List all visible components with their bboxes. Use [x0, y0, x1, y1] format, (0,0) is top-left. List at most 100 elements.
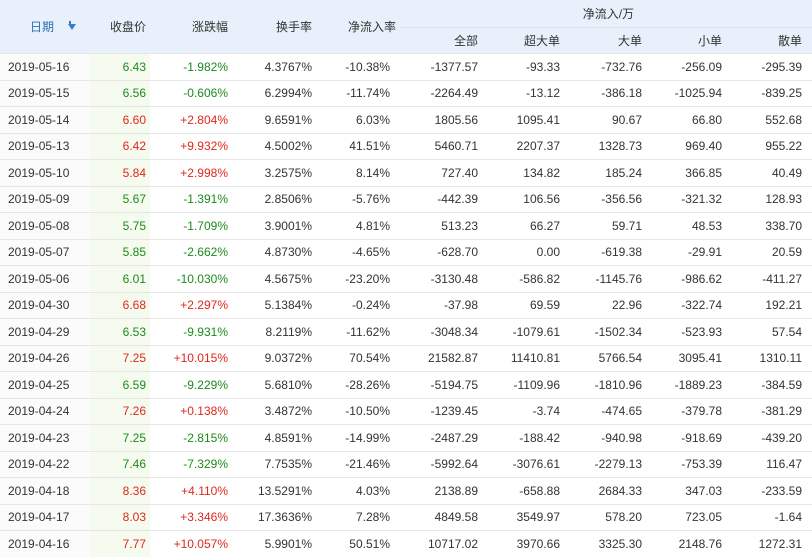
row-date: 2019-04-25	[0, 371, 90, 398]
header-date[interactable]: 日期	[0, 0, 90, 54]
row-date: 2019-04-16	[0, 530, 90, 557]
header-turnover[interactable]: 换手率	[238, 0, 322, 54]
row-all: 2138.89	[400, 477, 488, 504]
row-net-rate: -23.20%	[322, 265, 400, 292]
row-all: -628.70	[400, 238, 488, 266]
row-small: 66.80	[652, 106, 732, 133]
row-retail: 116.47	[732, 450, 812, 478]
row-retail: 192.21	[732, 291, 812, 319]
row-change: +2.998%	[150, 159, 238, 186]
row-close: 6.56	[90, 79, 150, 107]
table-row: 2019-04-17 8.03 +3.346% 17.3636% 7.28% 4849.5…	[0, 503, 812, 531]
row-small: 3095.41	[652, 344, 732, 372]
row-large: -732.76	[570, 53, 652, 80]
row-change: -1.982%	[150, 53, 238, 80]
header-super-large[interactable]: 超大单	[488, 27, 570, 54]
row-net-rate: 4.81%	[322, 212, 400, 239]
header-small[interactable]: 小单	[652, 27, 732, 54]
table-row: 2019-05-07 5.85 -2.662% 4.8730% -4.65% -628.7…	[0, 238, 812, 266]
row-large: 185.24	[570, 159, 652, 186]
row-turnover: 5.9901%	[238, 530, 322, 557]
row-small: 2148.76	[652, 530, 732, 557]
row-close: 6.43	[90, 53, 150, 80]
row-turnover: 3.4872%	[238, 397, 322, 425]
row-retail: 1310.11	[732, 344, 812, 372]
row-turnover: 6.2994%	[238, 79, 322, 107]
row-close: 6.59	[90, 371, 150, 398]
row-small: 347.03	[652, 477, 732, 504]
row-large: -1502.34	[570, 318, 652, 345]
row-super-large: -658.88	[488, 477, 570, 504]
row-large: 3325.30	[570, 530, 652, 557]
row-retail: 955.22	[732, 132, 812, 160]
row-change: -10.030%	[150, 265, 238, 292]
table-row: 2019-04-26 7.25 +10.015% 9.0372% 70.54% 21582…	[0, 344, 812, 372]
row-change: -2.815%	[150, 424, 238, 451]
row-retail: -381.29	[732, 397, 812, 425]
row-all: -2264.49	[400, 79, 488, 107]
row-net-rate: 7.28%	[322, 503, 400, 531]
row-super-large: -3076.61	[488, 450, 570, 478]
row-date: 2019-04-18	[0, 477, 90, 504]
row-super-large: 0.00	[488, 238, 570, 266]
row-super-large: 134.82	[488, 159, 570, 186]
row-retail: -411.27	[732, 265, 812, 292]
table-row: 2019-05-16 6.43 -1.982% 4.3767% -10.38% -1377…	[0, 53, 812, 80]
row-date: 2019-05-07	[0, 238, 90, 266]
row-small: 48.53	[652, 212, 732, 239]
row-large: -619.38	[570, 238, 652, 266]
header-date-label: 日期	[30, 20, 55, 34]
row-net-rate: -0.24%	[322, 291, 400, 319]
row-net-rate: -4.65%	[322, 238, 400, 266]
header-retail[interactable]: 散单	[732, 27, 812, 54]
header-large[interactable]: 大单	[570, 27, 652, 54]
row-large: -386.18	[570, 79, 652, 107]
row-date: 2019-05-10	[0, 159, 90, 186]
row-date: 2019-05-06	[0, 265, 90, 292]
table-row: 2019-05-09 5.67 -1.391% 2.8506% -5.76% -442.3…	[0, 185, 812, 213]
row-small: -379.78	[652, 397, 732, 425]
row-close: 5.75	[90, 212, 150, 239]
row-small: -523.93	[652, 318, 732, 345]
row-change: +3.346%	[150, 503, 238, 531]
row-small: -1889.23	[652, 371, 732, 398]
row-large: 2684.33	[570, 477, 652, 504]
row-all: 21582.87	[400, 344, 488, 372]
header-change[interactable]: 涨跌幅	[150, 0, 238, 54]
row-all: 1805.56	[400, 106, 488, 133]
row-turnover: 4.5675%	[238, 265, 322, 292]
header-all[interactable]: 全部	[400, 27, 488, 54]
row-super-large: -1079.61	[488, 318, 570, 345]
row-small: -321.32	[652, 185, 732, 213]
table-row: 2019-04-29 6.53 -9.931% 8.2119% -11.62% -3048…	[0, 318, 812, 345]
row-change: -1.709%	[150, 212, 238, 239]
row-large: 5766.54	[570, 344, 652, 372]
row-close: 7.77	[90, 530, 150, 557]
table-row: 2019-05-06 6.01 -10.030% 4.5675% -23.20% -313…	[0, 265, 812, 292]
row-change: -1.391%	[150, 185, 238, 213]
row-large: -1145.76	[570, 265, 652, 292]
header-net-rate[interactable]: 净流入率	[322, 0, 400, 54]
row-all: -3130.48	[400, 265, 488, 292]
table-row: 2019-04-25 6.59 -9.229% 5.6810% -28.26% -5194…	[0, 371, 812, 398]
row-close: 6.60	[90, 106, 150, 133]
row-all: -37.98	[400, 291, 488, 319]
row-small: -1025.94	[652, 79, 732, 107]
row-net-rate: -14.99%	[322, 424, 400, 451]
row-all: 10717.02	[400, 530, 488, 557]
row-date: 2019-04-24	[0, 397, 90, 425]
row-date: 2019-04-26	[0, 344, 90, 372]
row-net-rate: 6.03%	[322, 106, 400, 133]
row-all: -1377.57	[400, 53, 488, 80]
row-change: -9.229%	[150, 371, 238, 398]
row-close: 8.36	[90, 477, 150, 504]
table-row: 2019-04-23 7.25 -2.815% 4.8591% -14.99% -2487…	[0, 424, 812, 451]
row-date: 2019-05-15	[0, 79, 90, 107]
row-super-large: 1095.41	[488, 106, 570, 133]
row-retail: 128.93	[732, 185, 812, 213]
row-net-rate: -11.74%	[322, 79, 400, 107]
row-large: 1328.73	[570, 132, 652, 160]
row-turnover: 4.8730%	[238, 238, 322, 266]
row-retail: -384.59	[732, 371, 812, 398]
header-close[interactable]: 收盘价	[90, 0, 150, 54]
